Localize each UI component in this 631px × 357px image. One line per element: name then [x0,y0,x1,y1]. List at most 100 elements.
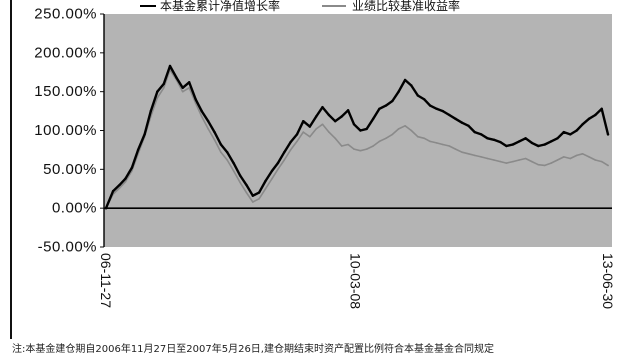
fund-data-point [283,151,286,154]
benchmark-data-point [581,153,584,155]
benchmark-data-point [410,129,413,132]
benchmark-data-point [271,177,273,180]
fund-data-point [581,123,584,126]
fund-data-point [181,86,184,90]
benchmark-data-point [524,157,527,160]
benchmark-data-point [226,159,228,161]
benchmark-data-point [594,159,597,161]
benchmark-data-point [245,191,248,194]
fund-data-point [569,133,572,136]
fund-data-point [226,151,229,154]
benchmark-data-point [486,157,489,160]
benchmark-line [105,69,609,209]
benchmark-data-point [569,157,572,160]
fund-data-point [352,123,356,126]
legend-label-benchmark: 业绩比较基准收益率 [352,0,460,13]
benchmark-data-point [309,135,311,138]
plot-area [104,14,612,247]
fund-data-point [365,127,368,131]
fund-data-point [213,130,216,134]
fund-data-point [543,143,546,146]
y-axis-ticks: 250.00% 200.00% 150.00% 100.00% 50.00% 0.00% -… [34,6,104,256]
benchmark-data-point [181,90,184,93]
fund-data-point [188,81,191,84]
fund-data-point [334,120,337,123]
fund-data-point [562,130,565,134]
fund-data-point [410,84,413,87]
fund-data-point [232,161,235,165]
fund-data-point [346,109,350,112]
benchmark-data-point [277,168,279,171]
benchmark-data-point [283,159,286,161]
benchmark-data-point [467,153,470,155]
fund-data-point [511,143,515,146]
fund-data-point [219,143,223,146]
benchmark-data-point [124,181,127,183]
benchmark-data-point [563,156,565,158]
fund-data-point [143,133,146,136]
fund-data-point [594,113,597,117]
fund-data-point [162,82,165,86]
fund-data-point [359,129,362,132]
fund-data-point [492,138,496,141]
fund-data-point [467,124,470,128]
benchmark-data-point [600,160,603,163]
benchmark-data-point [531,160,533,163]
fund-data-point [321,106,324,109]
fund-data-point [391,99,394,103]
cumulative-return-chart: 本基金累计净值增长率 业绩比较基准收益率 250.00% 200.00% 150.0… [34,0,616,309]
fund-data-point [518,140,521,143]
benchmark-data-point [512,160,514,163]
benchmark-data-point [404,125,406,127]
fund-data-point [460,121,464,124]
benchmark-data-point [194,102,197,105]
fund-data-point [428,104,432,107]
footnote: 注:本基金建仓期自2006年11月27日至2007年5月26日,建仓期结束时资产… [12,344,494,355]
fund-data-point [130,166,134,169]
fund-data-point [587,117,591,121]
fund-data-point [315,115,318,118]
series-fund [104,64,610,210]
x-tick-label: 10-03-08 [348,253,364,309]
benchmark-data-point [232,170,235,172]
fund-data-point [295,133,299,136]
fund-data-point [207,120,210,123]
fund-data-point [302,120,305,123]
fund-data-point [245,183,248,187]
fund-data-point [104,207,108,210]
benchmark-data-point [315,128,318,130]
fund-data-point [549,140,553,143]
y-tick-label: 0.00% [52,200,97,217]
fund-data-point [118,183,121,187]
benchmark-data-point [334,137,337,140]
benchmark-data-point [347,143,349,146]
fund-data-point [276,161,280,165]
fund-data-point [556,137,559,140]
fund-data-point [416,94,419,97]
benchmark-data-point [550,162,552,164]
fund-data-point [251,194,254,197]
benchmark-data-point [378,140,381,143]
fund-data-point [168,64,172,68]
fund-data-point [435,107,438,111]
benchmark-data-point [220,151,222,153]
benchmark-data-point [239,181,241,184]
benchmark-data-point [417,135,419,138]
benchmark-data-point [163,87,165,89]
y-tick-label: -50.00% [38,239,97,256]
fund-data-point [308,125,311,128]
x-axis-ticks: 06-11-27 10-03-08 13-06-30 [98,253,616,309]
y-tick-label: 250.00% [34,6,97,23]
y-tick-label: 200.00% [34,44,97,61]
benchmark-data-point [473,154,476,157]
benchmark-data-point [607,164,609,167]
benchmark-data-point [372,145,375,147]
benchmark-data-point [340,145,343,147]
fund-data-point [238,174,242,177]
fund-data-point [486,137,489,140]
benchmark-data-point [556,159,559,161]
fund-data-point [257,191,261,194]
fund-data-point [264,179,267,183]
legend: 本基金累计净值增长率 业绩比较基准收益率 [140,0,460,13]
y-tick-label: 100.00% [34,122,97,139]
